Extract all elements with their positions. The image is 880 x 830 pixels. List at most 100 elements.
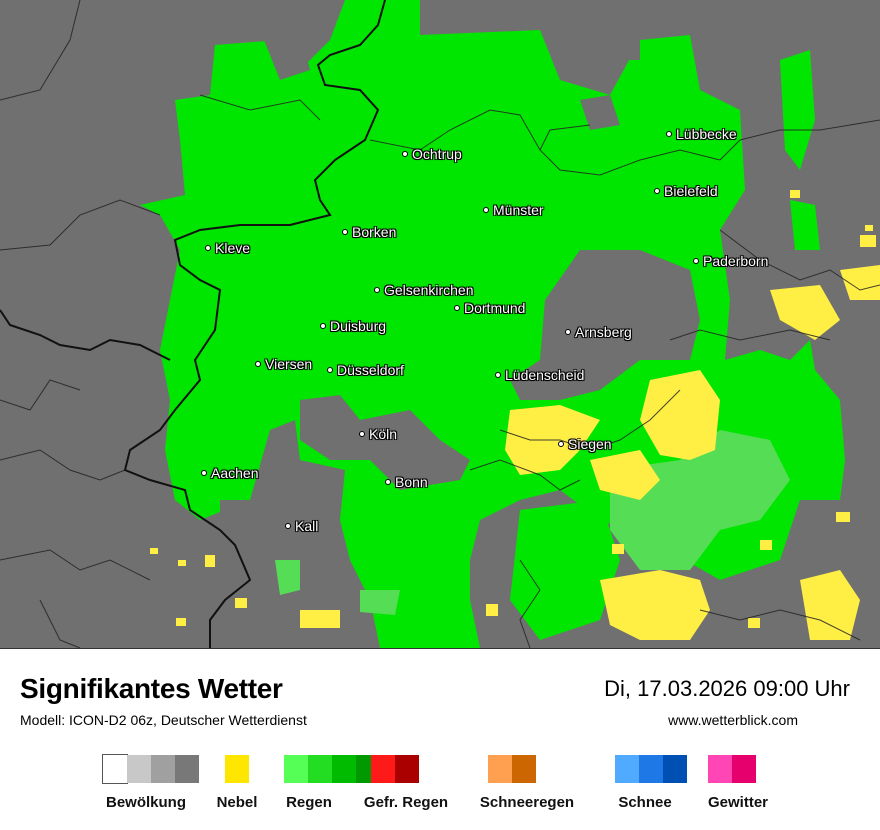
legend-label-fog: Nebel bbox=[216, 794, 258, 811]
legend-label-rain: Regen bbox=[286, 794, 332, 811]
city-dot-icon bbox=[454, 305, 460, 311]
city-dot-icon bbox=[327, 367, 333, 373]
model-source: Modell: ICON-D2 06z, Deutscher Wetterdie… bbox=[20, 712, 307, 728]
city-dot-icon bbox=[285, 523, 291, 529]
legend-swatch bbox=[308, 755, 332, 783]
city-name: Kall bbox=[295, 518, 319, 534]
city-label: Siegen bbox=[558, 436, 612, 452]
city-label: Lüdenscheid bbox=[495, 367, 584, 383]
legend-swatch bbox=[371, 755, 395, 783]
city-name: Borken bbox=[352, 224, 397, 240]
cloud-hole bbox=[260, 30, 310, 80]
city-label: Lübbecke bbox=[666, 126, 737, 142]
legend-swatch bbox=[615, 755, 639, 783]
legend-sleet bbox=[488, 755, 536, 783]
city-label: Kall bbox=[285, 518, 318, 534]
legend-rain bbox=[284, 755, 380, 783]
legend-swatch bbox=[395, 755, 419, 783]
legend-snow bbox=[615, 755, 687, 783]
region-borders bbox=[0, 0, 880, 648]
city-dot-icon bbox=[359, 431, 365, 437]
city-dot-icon bbox=[565, 329, 571, 335]
city-dot-icon bbox=[374, 287, 380, 293]
legend-freezing-rain bbox=[371, 755, 419, 783]
city-label: Ochtrup bbox=[402, 146, 462, 162]
city-dot-icon bbox=[558, 441, 564, 447]
city-label: Duisburg bbox=[320, 318, 386, 334]
city-label: Paderborn bbox=[693, 253, 768, 269]
city-label: Aachen bbox=[201, 465, 258, 481]
legend-swatch bbox=[225, 755, 249, 783]
light-rain-area bbox=[275, 560, 300, 595]
city-label: Viersen bbox=[255, 356, 312, 372]
city-label: Münster bbox=[483, 202, 544, 218]
city-dot-icon bbox=[654, 188, 660, 194]
country-borders bbox=[0, 0, 386, 648]
legend-swatch bbox=[175, 755, 199, 783]
legend-swatch bbox=[102, 754, 128, 784]
city-dot-icon bbox=[483, 207, 489, 213]
legend-swatch bbox=[663, 755, 687, 783]
city-name: Viersen bbox=[265, 356, 313, 372]
city-name: Düsseldorf bbox=[337, 362, 404, 378]
city-label: Düsseldorf bbox=[327, 362, 404, 378]
city-dot-icon bbox=[693, 258, 699, 264]
city-name: Köln bbox=[369, 426, 398, 442]
legend-fog bbox=[225, 755, 249, 783]
legend-label-thunderstorm: Gewitter bbox=[707, 794, 769, 811]
legend-swatch bbox=[151, 755, 175, 783]
city-label: Dortmund bbox=[454, 300, 525, 316]
city-dot-icon bbox=[255, 361, 261, 367]
legend-swatch bbox=[488, 755, 512, 783]
city-name: Bielefeld bbox=[664, 183, 718, 199]
legend-swatch bbox=[127, 755, 151, 783]
city-name: Dortmund bbox=[464, 300, 526, 316]
city-dot-icon bbox=[666, 131, 672, 137]
city-dot-icon bbox=[495, 372, 501, 378]
city-name: Kleve bbox=[215, 240, 251, 256]
city-dot-icon bbox=[320, 323, 326, 329]
map-title: Signifikantes Wetter bbox=[20, 673, 283, 704]
city-label: Bonn bbox=[385, 474, 428, 490]
map-layers bbox=[0, 0, 880, 648]
cloud-hole bbox=[510, 250, 700, 400]
city-label: Bielefeld bbox=[654, 183, 718, 199]
legend-swatch bbox=[732, 755, 756, 783]
city-name: Bonn bbox=[395, 474, 428, 490]
legend-swatch bbox=[284, 755, 308, 783]
city-dot-icon bbox=[385, 479, 391, 485]
city-name: Ochtrup bbox=[412, 146, 462, 162]
legend-swatch bbox=[512, 755, 536, 783]
website-link[interactable]: www.wetterblick.com bbox=[668, 712, 798, 728]
legend-swatch bbox=[332, 755, 356, 783]
cloud-hole bbox=[625, 30, 640, 60]
city-name: Aachen bbox=[211, 465, 259, 481]
city-name: Lüdenscheid bbox=[505, 367, 585, 383]
legend-label-snow: Schnee bbox=[618, 794, 672, 811]
city-label: Arnsberg bbox=[565, 324, 632, 340]
city-dot-icon bbox=[342, 229, 348, 235]
city-dot-icon bbox=[205, 245, 211, 251]
city-label: Köln bbox=[359, 426, 397, 442]
legend-swatch bbox=[708, 755, 732, 783]
city-label: Gelsenkirchen bbox=[374, 282, 474, 298]
rain-area bbox=[510, 500, 620, 640]
rain-area bbox=[790, 200, 820, 250]
city-dot-icon bbox=[402, 151, 408, 157]
city-label: Borken bbox=[342, 224, 396, 240]
city-label: Kleve bbox=[205, 240, 250, 256]
fog-areas bbox=[150, 190, 880, 640]
legend-footer: Signifikantes Wetter Modell: ICON-D2 06z… bbox=[0, 648, 880, 830]
legend-thunderstorm bbox=[708, 755, 756, 783]
forecast-datetime: Di, 17.03.2026 09:00 Uhr bbox=[604, 676, 850, 701]
legend-label-sleet: Schneeregen bbox=[479, 794, 575, 811]
legend-clouds bbox=[102, 754, 199, 784]
city-name: Duisburg bbox=[330, 318, 387, 334]
cloud-hole bbox=[300, 395, 470, 490]
legend-label-clouds: Bewölkung bbox=[105, 794, 187, 811]
city-name: Arnsberg bbox=[575, 324, 632, 340]
weather-map: Lübbecke Ochtrup Bielefeld Münster Borke… bbox=[0, 0, 880, 648]
light-rain-area bbox=[360, 590, 400, 615]
city-name: Lübbecke bbox=[676, 126, 737, 142]
city-name: Gelsenkirchen bbox=[384, 282, 474, 298]
